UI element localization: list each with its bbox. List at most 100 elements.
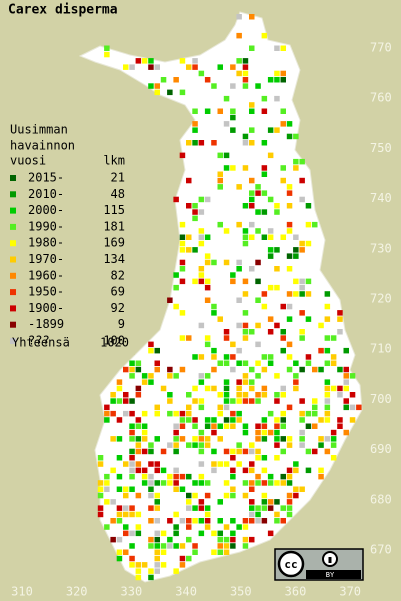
observation-square bbox=[129, 511, 135, 518]
observation-square bbox=[255, 480, 261, 486]
y-axis-label: 680 bbox=[370, 492, 392, 506]
y-axis-label: 760 bbox=[370, 91, 392, 105]
observation-square bbox=[242, 58, 249, 64]
observation-square bbox=[97, 511, 104, 518]
observation-square bbox=[110, 410, 116, 417]
observation-square bbox=[154, 568, 160, 574]
observation-square bbox=[154, 64, 160, 70]
observation-square bbox=[148, 461, 154, 467]
observation-square bbox=[204, 253, 211, 259]
observation-square bbox=[179, 259, 186, 266]
observation-square bbox=[249, 234, 255, 240]
observation-square bbox=[173, 423, 179, 429]
observation-square bbox=[274, 203, 280, 209]
observation-square bbox=[299, 429, 305, 436]
observation-square bbox=[286, 203, 293, 209]
observation-square bbox=[173, 272, 179, 278]
observation-square bbox=[337, 392, 343, 398]
observation-square bbox=[223, 385, 230, 392]
observation-square bbox=[217, 184, 223, 190]
observation-square bbox=[267, 247, 274, 253]
observation-square bbox=[129, 429, 135, 436]
observation-square bbox=[249, 448, 255, 455]
observation-square bbox=[286, 436, 293, 442]
legend-count: 115 bbox=[103, 203, 125, 217]
observation-square bbox=[148, 83, 154, 89]
legend-count: 48 bbox=[111, 187, 125, 201]
observation-square bbox=[141, 373, 148, 379]
observation-square bbox=[154, 555, 160, 562]
observation-square bbox=[97, 455, 104, 461]
observation-square bbox=[312, 366, 318, 373]
observation-square bbox=[217, 461, 223, 467]
observation-square bbox=[154, 83, 160, 89]
observation-square bbox=[148, 486, 154, 492]
observation-square bbox=[204, 518, 211, 524]
observation-square bbox=[173, 543, 179, 549]
observation-square bbox=[261, 190, 268, 196]
observation-square bbox=[299, 247, 305, 253]
observation-square bbox=[255, 436, 261, 442]
observation-square bbox=[217, 152, 223, 159]
observation-square bbox=[154, 499, 160, 505]
observation-square bbox=[274, 127, 280, 133]
observation-square bbox=[236, 32, 242, 39]
observation-square bbox=[236, 259, 242, 266]
observation-square bbox=[299, 240, 305, 247]
observation-square bbox=[154, 404, 160, 411]
observation-square bbox=[236, 448, 242, 455]
observation-square bbox=[343, 347, 349, 354]
observation-square bbox=[230, 455, 236, 461]
observation-square bbox=[110, 536, 116, 543]
observation-square bbox=[236, 461, 242, 467]
observation-square bbox=[186, 442, 192, 448]
observation-square bbox=[249, 127, 255, 133]
observation-square bbox=[204, 335, 211, 341]
observation-square bbox=[192, 64, 198, 70]
observation-square bbox=[267, 196, 274, 203]
observation-square bbox=[135, 492, 142, 499]
observation-square bbox=[179, 335, 186, 341]
observation-square bbox=[299, 278, 305, 285]
observation-square bbox=[305, 448, 312, 455]
observation-square bbox=[179, 221, 186, 228]
observation-square bbox=[129, 543, 135, 549]
legend-label: 1970- bbox=[28, 252, 64, 266]
observation-square bbox=[236, 14, 242, 20]
observation-square bbox=[236, 221, 242, 228]
observation-square bbox=[173, 530, 179, 537]
observation-square bbox=[255, 448, 261, 455]
observation-square bbox=[198, 234, 205, 240]
observation-square bbox=[242, 379, 249, 385]
legend-heading: Uusimman bbox=[10, 123, 68, 137]
observation-square bbox=[179, 410, 186, 417]
observation-square bbox=[217, 171, 223, 177]
observation-square bbox=[116, 518, 123, 524]
observation-square bbox=[261, 303, 268, 310]
observation-square bbox=[324, 404, 331, 411]
legend-swatch bbox=[10, 338, 16, 344]
observation-square bbox=[324, 385, 331, 392]
observation-square bbox=[135, 511, 142, 518]
observation-squares bbox=[97, 14, 362, 581]
observation-square bbox=[223, 448, 230, 455]
observation-square bbox=[293, 373, 299, 379]
observation-square bbox=[286, 480, 293, 486]
observation-square bbox=[148, 536, 154, 543]
observation-square bbox=[211, 140, 217, 146]
observation-square bbox=[135, 461, 142, 467]
observation-square bbox=[223, 354, 230, 360]
observation-square bbox=[312, 221, 318, 228]
observation-square bbox=[249, 203, 255, 209]
observation-square bbox=[255, 83, 261, 89]
observation-square bbox=[198, 240, 205, 247]
observation-square bbox=[179, 423, 186, 429]
observation-square bbox=[242, 234, 249, 240]
observation-square bbox=[236, 392, 242, 398]
observation-square bbox=[154, 505, 160, 511]
observation-square bbox=[293, 360, 299, 366]
observation-square bbox=[186, 203, 192, 209]
observation-square bbox=[330, 455, 337, 461]
observation-square bbox=[154, 467, 160, 474]
observation-square bbox=[186, 247, 192, 253]
